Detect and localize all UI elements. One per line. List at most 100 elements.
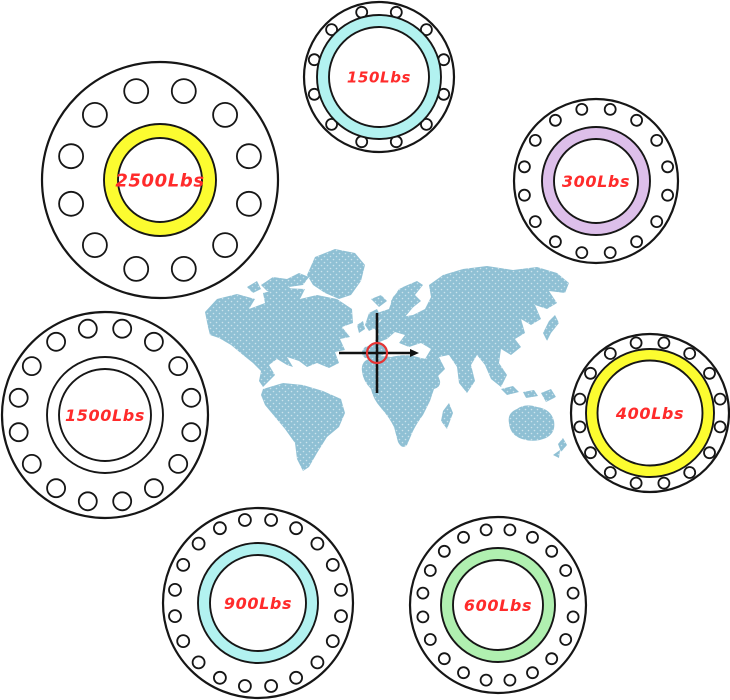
world-map [205,249,569,471]
bolt-hole [657,476,671,490]
bolt-hole [559,633,573,646]
bolt-hole [416,610,430,624]
bolt-hole [181,422,202,443]
bolt-hole [575,246,589,260]
bolt-hole [419,118,433,131]
flange-label: 2500Lbs [115,170,204,191]
bolt-hole [573,420,587,434]
bolt-hole [584,366,597,380]
landmass-indonesia-1 [501,386,519,395]
bolt-hole [457,530,470,544]
landmass-indonesia-2 [523,390,538,398]
bolt-hole [21,453,42,474]
landmass-new-zealand-south [553,450,560,458]
bolt-hole [237,679,252,693]
landmass-canadian-islands [261,273,309,295]
bolt-hole [325,634,340,648]
bolt-hole [82,232,108,259]
bolt-hole [683,466,697,479]
bolt-hole [168,356,189,377]
bolt-hole [46,331,66,352]
bolt-hole [559,564,573,577]
bolt-hole [629,336,643,350]
bolt-hole [264,513,279,527]
bolt-hole [713,420,727,434]
bolt-hole [235,190,262,217]
landmass-north-america [205,288,353,387]
flange-2500: 2500Lbs [40,60,280,300]
landmass-japan [543,315,559,341]
bolt-hole [325,118,339,131]
landmass-ireland [357,321,365,333]
bolt-hole [545,652,559,666]
landmass-iceland [371,295,387,307]
flange-400: 400Lbs [569,332,730,494]
bolt-hole [181,387,202,408]
flange-bore [452,559,544,651]
bolt-hole [416,586,430,600]
bolt-hole [479,673,493,687]
bolt-hole [526,666,539,680]
bolt-hole [212,670,227,685]
bolt-hole [123,255,150,282]
bolt-hole [650,215,664,229]
bolt-hole [82,102,108,128]
bolt-hole [8,387,29,408]
bolt-hole [423,633,437,646]
flange-300: 300Lbs [512,97,680,265]
bolt-hole [8,422,29,443]
flange-bore [117,137,203,223]
bolt-hole [77,491,98,512]
bolt-hole [703,366,716,380]
flange-bore [209,554,307,652]
bolt-hole [325,23,339,37]
bolt-hole [573,392,587,406]
landmass-new-guinea [541,389,556,402]
bolt-hole [170,78,197,104]
bolt-hole [437,544,451,558]
bolt-hole [566,610,580,624]
crosshair-red-ring [365,341,389,365]
bolt-hole [77,318,98,339]
flange-900: 900Lbs [161,506,355,700]
bolt-hole [235,143,262,170]
bolt-hole [683,347,697,360]
flange-label: 600Lbs [464,596,532,615]
bolt-hole [713,392,727,406]
bolt-hole [46,478,66,499]
bolt-hole [528,133,542,147]
landmass-south-america [261,383,345,471]
crosshair-arrow-east-icon [410,349,419,357]
bolt-hole [334,583,348,597]
flange-bore [553,138,639,224]
bolt-hole [657,336,671,350]
bolt-hole [168,583,182,597]
bolt-hole [191,536,206,551]
bolt-hole [112,318,133,339]
bolt-hole [289,521,304,536]
bolt-hole [575,103,589,116]
bolt-hole [650,133,664,147]
bolt-hole [168,453,189,474]
bolt-hole [123,78,150,104]
bolt-hole [549,235,562,249]
flange-label: 400Lbs [615,404,684,423]
bolt-hole [703,446,716,460]
landmass-new-zealand-north [558,438,567,452]
bolt-hole [518,160,531,174]
bolt-hole [143,331,164,352]
landmass-australia [508,405,555,441]
bolt-hole [528,215,542,229]
bolt-hole [212,521,227,536]
flange-150: 150Lbs [302,0,456,154]
bolt-hole [503,673,517,687]
bolt-hole [212,102,239,128]
bolt-hole [503,523,517,537]
bolt-hole [603,246,617,260]
flange-label: 300Lbs [562,172,630,191]
flange-bore [596,359,704,467]
bolt-hole [212,232,239,259]
bolt-hole [168,609,182,623]
